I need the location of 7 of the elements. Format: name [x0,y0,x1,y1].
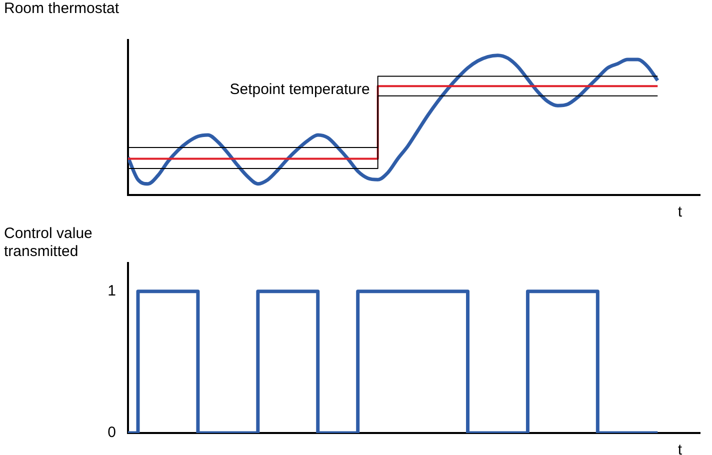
y-tick-label: 1 [108,282,116,300]
y-tick-label: 0 [108,424,116,442]
x-axis-title: t [678,204,683,221]
series-label: Setpoint temperature [230,81,370,98]
x-axis-title: t [678,442,683,455]
y-axis-title: Control value transmitted [4,225,94,261]
y-axis-title: Room thermostat [4,0,120,18]
